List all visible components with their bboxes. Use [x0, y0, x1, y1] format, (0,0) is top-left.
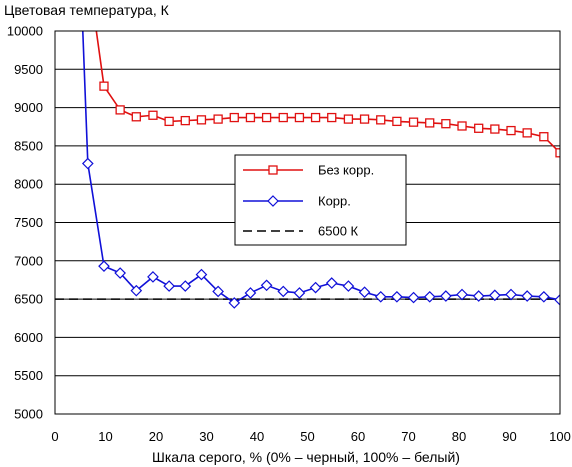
data-point [392, 116, 402, 127]
data-point [293, 287, 306, 299]
data-point [196, 115, 207, 125]
x-tick-label: 90 [502, 429, 516, 444]
data-point [294, 112, 305, 123]
x-tick-label: 40 [250, 429, 264, 444]
data-point [539, 132, 549, 142]
series-layer [55, 31, 560, 309]
data-point [391, 290, 403, 303]
y-tick-label: 6500 [14, 292, 43, 307]
x-tick-label: 60 [351, 429, 365, 444]
data-point [228, 297, 241, 309]
data-point [260, 279, 273, 292]
data-point [229, 112, 239, 123]
legend-marker [268, 165, 278, 175]
data-point [554, 294, 560, 306]
data-point [245, 112, 256, 123]
x-axis-title: Шкала серого, % (0% – черный, 100% – бел… [152, 449, 460, 465]
data-point [131, 112, 141, 122]
data-point [457, 121, 467, 131]
data-point [212, 285, 224, 298]
x-tick-label: 80 [452, 429, 466, 444]
x-axis-ticks: 0 10 20 30 40 50 60 70 80 90 100 [51, 429, 570, 444]
data-point [195, 268, 208, 281]
y-tick-label: 5000 [14, 407, 43, 422]
y-tick-label: 9500 [14, 62, 43, 77]
data-point [521, 290, 534, 302]
y-tick-label: 6000 [14, 330, 43, 345]
legend-label: 6500 К [318, 224, 359, 239]
data-point [325, 277, 338, 289]
data-point [408, 117, 419, 127]
data-point [441, 119, 451, 129]
data-point [342, 280, 355, 292]
plot-border [54, 30, 561, 415]
data-point [244, 287, 257, 299]
data-point [474, 123, 484, 133]
x-tick-label: 0 [51, 429, 58, 444]
y-tick-label: 9000 [14, 100, 43, 115]
data-point [163, 280, 175, 292]
data-point [213, 114, 223, 124]
y-tick-label: 8500 [14, 138, 43, 153]
data-point [309, 281, 322, 294]
data-point [376, 115, 386, 125]
x-tick-label: 100 [549, 429, 571, 444]
data-point [115, 105, 125, 115]
data-point [310, 112, 321, 123]
y-axis-title: Цветовая температура, К [4, 2, 170, 18]
data-point [81, 157, 94, 170]
data-point [148, 110, 158, 120]
data-point [425, 118, 435, 128]
legend: Без корр. Корр. 6500 К [234, 154, 407, 246]
data-point [343, 114, 354, 124]
x-tick-label: 30 [199, 429, 213, 444]
data-point [537, 290, 550, 303]
data-point [374, 290, 387, 303]
data-point [555, 148, 560, 158]
data-point [179, 280, 192, 292]
data-point [164, 116, 174, 127]
data-point [456, 288, 468, 301]
data-point [489, 289, 501, 302]
data-point [147, 271, 159, 283]
x-tick-label: 70 [401, 429, 415, 444]
data-point [359, 114, 370, 124]
series-no-correction [95, 31, 560, 158]
data-point [522, 128, 532, 138]
y-axis-ticks: 5000 5500 6000 6500 7000 7500 8000 8500 9000 9500… [7, 24, 43, 422]
data-point [407, 291, 420, 304]
legend-label: Корр. [318, 194, 351, 209]
x-tick-label: 20 [149, 429, 163, 444]
y-tick-label: 7000 [14, 253, 43, 268]
data-point [327, 112, 337, 123]
data-point [423, 290, 436, 303]
legend-label: Без корр. [318, 163, 374, 178]
data-point [358, 286, 371, 299]
data-point [472, 290, 485, 302]
data-point [261, 112, 272, 123]
series-correction [81, 31, 560, 309]
data-point [506, 125, 516, 136]
data-point [98, 260, 110, 273]
data-point [114, 267, 126, 279]
data-point [130, 284, 143, 297]
y-tick-label: 5500 [14, 368, 43, 383]
data-point [505, 288, 517, 301]
data-point [180, 115, 190, 126]
data-point [440, 290, 452, 302]
data-point [277, 285, 290, 298]
y-tick-label: 8000 [14, 177, 43, 192]
y-tick-label: 7500 [14, 215, 43, 230]
y-tick-label: 10000 [7, 24, 43, 39]
data-point [278, 112, 288, 123]
x-tick-label: 10 [98, 429, 112, 444]
data-point [490, 124, 500, 134]
legend-marker [267, 195, 279, 207]
x-tick-label: 50 [300, 429, 314, 444]
data-point [99, 81, 109, 91]
